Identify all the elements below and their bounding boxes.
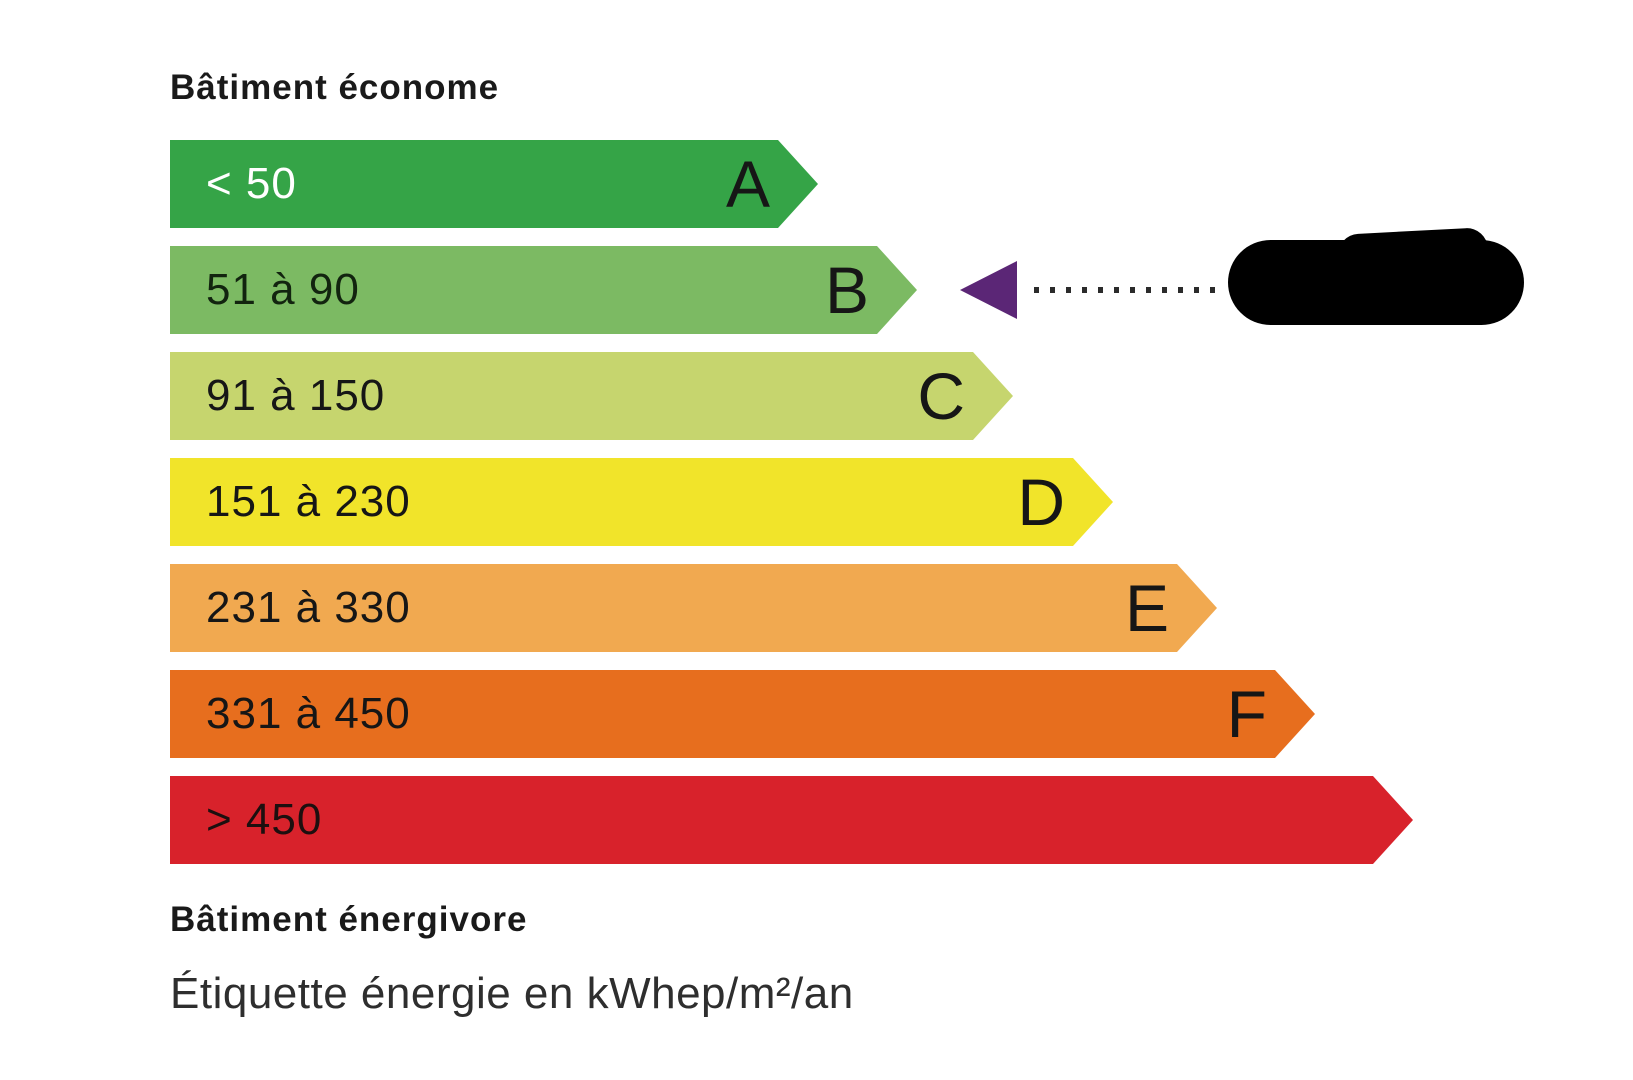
arrow-left-icon bbox=[960, 261, 1017, 319]
energy-class-bar: > 450 bbox=[170, 776, 1413, 864]
class-letter: A bbox=[725, 147, 770, 221]
range-label: 91 à 150 bbox=[206, 371, 386, 420]
energy-class-bar: < 50 A bbox=[170, 140, 818, 228]
redacted-value-blob bbox=[1228, 240, 1524, 325]
energy-class-bar: 231 à 330 E bbox=[170, 564, 1217, 652]
range-label: 331 à 450 bbox=[206, 689, 411, 738]
energy-class-bar: 51 à 90 B bbox=[170, 246, 917, 334]
class-letter: C bbox=[917, 359, 965, 433]
energy-class-bar: 91 à 150 C bbox=[170, 352, 1013, 440]
class-letter: D bbox=[1017, 465, 1065, 539]
range-label: 51 à 90 bbox=[206, 265, 360, 314]
range-label: 231 à 330 bbox=[206, 583, 411, 632]
economical-building-label: Bâtiment économe bbox=[170, 68, 500, 107]
dotted-leader-line bbox=[1034, 287, 1222, 293]
energy-label-caption: Étiquette énergie en kWhep/m²/an bbox=[170, 969, 854, 1018]
class-letter: B bbox=[824, 253, 869, 327]
range-label: 151 à 230 bbox=[206, 477, 411, 526]
class-letter: F bbox=[1226, 677, 1267, 751]
energy-intensive-building-label: Bâtiment énergivore bbox=[170, 900, 528, 939]
energy-class-bar: 151 à 230 D bbox=[170, 458, 1113, 546]
range-label: < 50 bbox=[206, 159, 297, 208]
energy-bars: < 50 A 51 à 90 B 91 à 150 C 151 à 230 D … bbox=[170, 140, 1413, 882]
class-letter: E bbox=[1124, 571, 1169, 645]
range-label: > 450 bbox=[206, 795, 323, 844]
energy-class-bar: 331 à 450 F bbox=[170, 670, 1315, 758]
